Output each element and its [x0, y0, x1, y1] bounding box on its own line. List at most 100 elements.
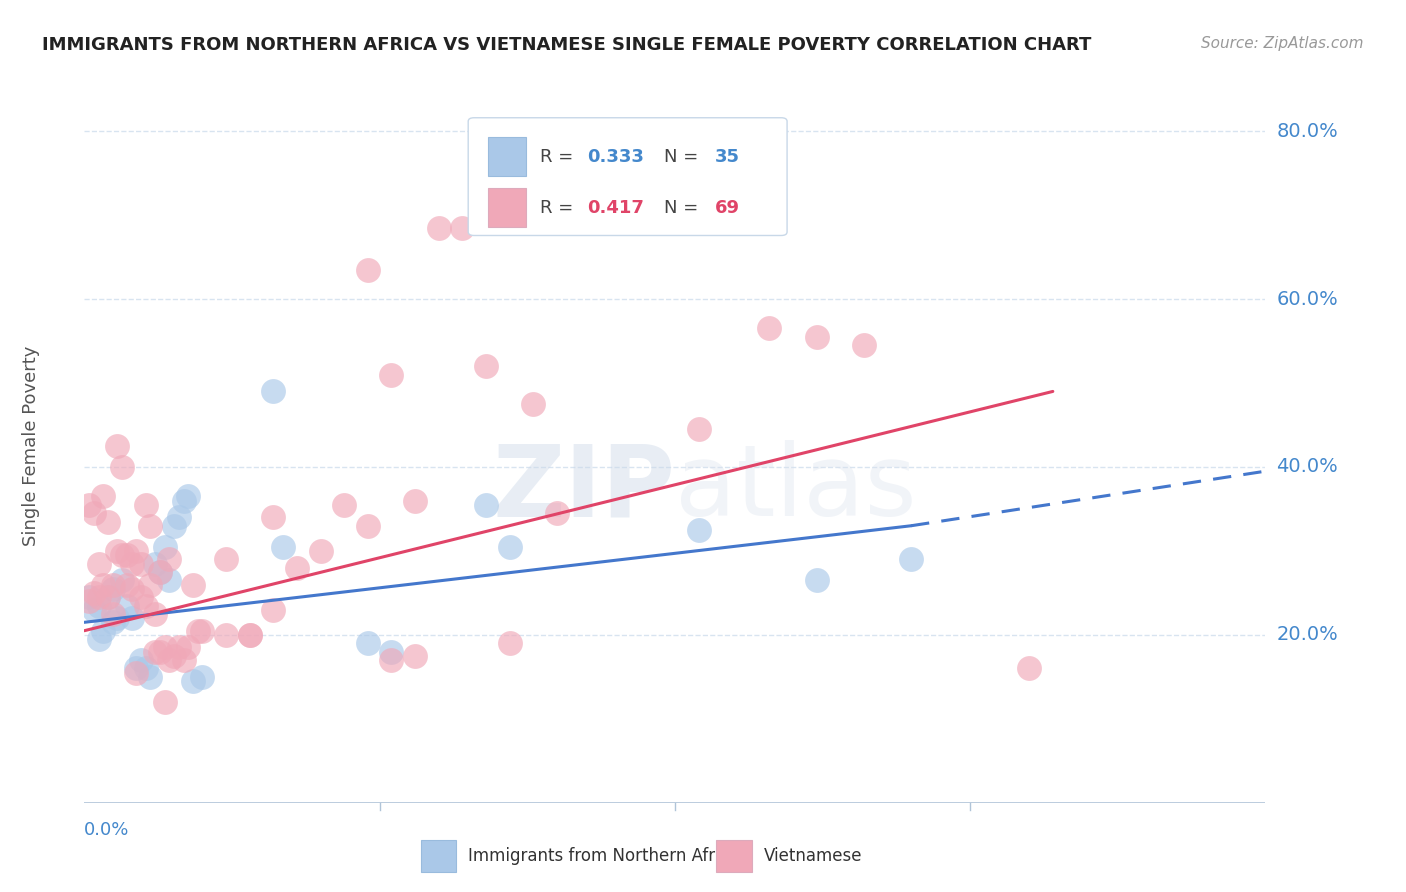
Bar — [420, 840, 457, 872]
Point — [285, 560, 308, 574]
Text: 80.0%: 80.0% — [1277, 121, 1339, 141]
Point — [125, 665, 148, 680]
Point — [191, 624, 214, 638]
Point — [115, 599, 138, 613]
Point — [181, 577, 204, 591]
Point — [115, 577, 138, 591]
Point — [101, 607, 124, 621]
Point — [97, 590, 120, 604]
Point — [149, 565, 172, 579]
Point — [806, 330, 828, 344]
Point — [163, 648, 186, 663]
Point — [77, 498, 100, 512]
Point — [125, 544, 148, 558]
Point — [83, 586, 105, 600]
Point — [149, 565, 172, 579]
Point — [357, 518, 380, 533]
Point — [77, 590, 100, 604]
Text: atlas: atlas — [675, 441, 917, 537]
Bar — [716, 840, 752, 872]
Point — [191, 670, 214, 684]
Point — [215, 552, 238, 566]
Text: Immigrants from Northern Africa: Immigrants from Northern Africa — [468, 847, 740, 865]
Point — [157, 653, 180, 667]
Point — [181, 674, 204, 689]
Point — [475, 359, 498, 374]
Point — [167, 640, 190, 655]
Point — [688, 422, 710, 436]
Point — [143, 607, 166, 621]
Point — [121, 611, 143, 625]
Point — [135, 498, 157, 512]
Bar — [488, 188, 526, 227]
Text: 60.0%: 60.0% — [1277, 290, 1339, 309]
Point — [107, 439, 129, 453]
Point — [357, 262, 380, 277]
Bar — [488, 137, 526, 177]
Text: 40.0%: 40.0% — [1277, 458, 1339, 476]
Point — [129, 557, 152, 571]
Text: Source: ZipAtlas.com: Source: ZipAtlas.com — [1201, 36, 1364, 51]
Point — [239, 628, 262, 642]
Point — [262, 384, 284, 399]
Point — [806, 574, 828, 588]
Point — [380, 653, 402, 667]
Point — [121, 582, 143, 596]
Text: R =: R = — [540, 148, 579, 166]
Text: IMMIGRANTS FROM NORTHERN AFRICA VS VIETNAMESE SINGLE FEMALE POVERTY CORRELATION : IMMIGRANTS FROM NORTHERN AFRICA VS VIETN… — [42, 36, 1091, 54]
Point — [111, 574, 134, 588]
Point — [87, 557, 110, 571]
Point — [153, 695, 176, 709]
Point — [427, 220, 450, 235]
Text: 35: 35 — [716, 148, 740, 166]
Point — [900, 552, 922, 566]
Point — [333, 498, 356, 512]
Point — [101, 582, 124, 596]
Point — [139, 577, 162, 591]
Point — [1018, 661, 1040, 675]
Point — [173, 493, 195, 508]
Point — [143, 557, 166, 571]
Point — [177, 640, 200, 655]
Point — [101, 577, 124, 591]
Point — [115, 548, 138, 562]
Point — [173, 653, 195, 667]
Point — [262, 510, 284, 524]
Text: 20.0%: 20.0% — [1277, 625, 1339, 644]
Text: N =: N = — [664, 199, 704, 217]
Point — [262, 603, 284, 617]
Point — [135, 661, 157, 675]
Point — [135, 599, 157, 613]
Text: R =: R = — [540, 199, 579, 217]
Point — [357, 636, 380, 650]
Text: N =: N = — [664, 148, 704, 166]
Point — [121, 557, 143, 571]
Point — [688, 523, 710, 537]
Text: 0.333: 0.333 — [588, 148, 644, 166]
Point — [91, 577, 114, 591]
Point — [97, 590, 120, 604]
Point — [758, 321, 780, 335]
Point — [111, 548, 134, 562]
Point — [149, 645, 172, 659]
Text: 0.417: 0.417 — [588, 199, 644, 217]
Point — [451, 220, 474, 235]
Point — [129, 653, 152, 667]
Point — [167, 510, 190, 524]
Point — [83, 603, 105, 617]
Point — [87, 599, 110, 613]
Point — [157, 552, 180, 566]
Point — [91, 624, 114, 638]
Point — [101, 615, 124, 630]
Point — [380, 368, 402, 382]
Point — [177, 489, 200, 503]
Point — [404, 493, 426, 508]
Point — [153, 540, 176, 554]
Point — [187, 624, 209, 638]
Point — [91, 489, 114, 503]
Point — [139, 518, 162, 533]
Point — [271, 540, 294, 554]
Point — [77, 594, 100, 608]
Point — [239, 628, 262, 642]
Point — [546, 506, 568, 520]
